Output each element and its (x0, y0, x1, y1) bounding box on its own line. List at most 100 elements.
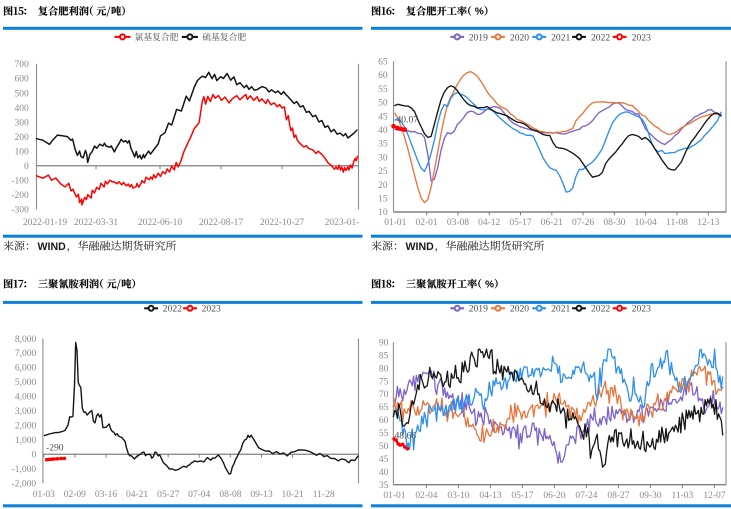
svg-text:50: 50 (378, 99, 388, 109)
svg-text:%: % (475, 7, 484, 18)
svg-text:2023: 2023 (632, 304, 651, 315)
svg-text:08-27: 08-27 (607, 491, 629, 501)
svg-text:11-08: 11-08 (666, 218, 688, 228)
svg-text:2023: 2023 (202, 304, 221, 315)
svg-text:1,000: 1,000 (15, 436, 37, 446)
svg-text:80: 80 (379, 364, 389, 374)
svg-text:10-04: 10-04 (635, 218, 657, 228)
svg-text:%: % (485, 280, 494, 291)
svg-text:2022-10-27: 2022-10-27 (260, 218, 305, 228)
svg-text:5,000: 5,000 (15, 378, 37, 388)
svg-text:75: 75 (379, 377, 389, 387)
svg-text:100: 100 (15, 147, 30, 157)
svg-text:08-30: 08-30 (603, 218, 625, 228)
svg-text:02-09: 02-09 (64, 490, 86, 500)
svg-text:7,000: 7,000 (15, 349, 37, 359)
svg-text:-300: -300 (11, 206, 29, 216)
svg-text:07-04: 07-04 (188, 490, 210, 500)
svg-text:09-13: 09-13 (250, 490, 272, 500)
svg-text:2,000: 2,000 (15, 422, 37, 432)
svg-text:15: 15 (378, 195, 388, 205)
svg-text:2022: 2022 (591, 304, 610, 315)
svg-text:35: 35 (379, 481, 389, 491)
svg-text:04-12: 04-12 (478, 218, 500, 228)
svg-text:2020: 2020 (510, 304, 529, 315)
svg-text:04-13: 04-13 (479, 491, 501, 501)
svg-text:4,000: 4,000 (15, 393, 37, 403)
svg-text:0: 0 (31, 450, 36, 460)
svg-text:-290: -290 (46, 443, 64, 454)
svg-text:-100: -100 (11, 177, 29, 187)
svg-text:200: 200 (15, 133, 30, 143)
svg-text:500: 500 (15, 89, 30, 99)
svg-text:-2,000: -2,000 (12, 479, 37, 489)
svg-text:3,000: 3,000 (15, 407, 37, 417)
svg-text:2019: 2019 (469, 32, 488, 43)
svg-text:55: 55 (378, 85, 388, 95)
svg-text:600: 600 (15, 75, 30, 85)
svg-text:01-01: 01-01 (383, 491, 405, 501)
svg-text:300: 300 (15, 118, 30, 128)
svg-text:2022-08-17: 2022-08-17 (199, 218, 244, 228)
svg-text:65: 65 (379, 403, 389, 413)
svg-text:04-21: 04-21 (126, 490, 148, 500)
svg-text:03-10: 03-10 (447, 491, 469, 501)
svg-text:60: 60 (379, 416, 389, 426)
svg-text:2022-01-19: 2022-01-19 (23, 218, 68, 228)
svg-text:2021: 2021 (551, 32, 570, 43)
svg-text:70: 70 (379, 390, 389, 400)
svg-text:35: 35 (378, 140, 388, 150)
svg-text:400: 400 (15, 104, 30, 114)
svg-text:40: 40 (379, 468, 389, 478)
svg-text:03-16: 03-16 (95, 490, 117, 500)
svg-text:01-03: 01-03 (33, 490, 55, 500)
svg-text:12-07: 12-07 (703, 491, 725, 501)
svg-text:65: 65 (378, 58, 388, 68)
svg-text:02-04: 02-04 (415, 491, 437, 501)
svg-text:WIND: WIND (406, 241, 435, 253)
svg-text:0: 0 (24, 162, 29, 172)
svg-text:45: 45 (379, 455, 389, 465)
svg-text:40.07: 40.07 (397, 114, 419, 125)
svg-text:2023: 2023 (632, 32, 651, 43)
svg-text:05-17: 05-17 (509, 218, 531, 228)
svg-text:60: 60 (378, 71, 388, 81)
svg-text:05-27: 05-27 (157, 490, 179, 500)
svg-text:03-08: 03-08 (447, 218, 469, 228)
svg-text:90: 90 (379, 338, 389, 348)
svg-text:09-30: 09-30 (639, 491, 661, 501)
svg-text:07-26: 07-26 (572, 218, 594, 228)
svg-text:05-17: 05-17 (511, 491, 533, 501)
svg-text:12-13: 12-13 (697, 218, 719, 228)
svg-text:700: 700 (15, 60, 30, 70)
svg-text:10-21: 10-21 (282, 490, 304, 500)
svg-text:85: 85 (379, 351, 389, 361)
svg-text:2019: 2019 (469, 304, 488, 315)
svg-text:55: 55 (379, 429, 389, 439)
svg-text:06-21: 06-21 (541, 218, 563, 228)
svg-text:2021: 2021 (551, 304, 570, 315)
svg-text:11-03: 11-03 (671, 491, 693, 501)
svg-text:WIND: WIND (38, 241, 67, 253)
svg-text:11-28: 11-28 (313, 490, 335, 500)
svg-text:10: 10 (378, 208, 388, 218)
svg-text:08-08: 08-08 (219, 490, 241, 500)
svg-text:-1,000: -1,000 (12, 465, 37, 475)
svg-text:40: 40 (378, 126, 388, 136)
svg-text:-200: -200 (11, 191, 29, 201)
svg-text:06-20: 06-20 (543, 491, 565, 501)
svg-text:2022: 2022 (591, 32, 610, 43)
svg-text:8,000: 8,000 (15, 335, 37, 345)
svg-text:07-24: 07-24 (575, 491, 597, 501)
svg-text:45: 45 (378, 112, 388, 122)
svg-text:2022: 2022 (163, 304, 182, 315)
svg-text:25: 25 (378, 167, 388, 177)
svg-text:2022-03-31: 2022-03-31 (74, 218, 119, 228)
svg-text:20: 20 (378, 181, 388, 191)
svg-text:50: 50 (379, 442, 389, 452)
svg-text:2022-06-10: 2022-06-10 (138, 218, 183, 228)
svg-text:6,000: 6,000 (15, 364, 37, 374)
svg-text:2023-01-: 2023-01- (325, 218, 360, 228)
svg-text:2020: 2020 (510, 32, 529, 43)
svg-text:30: 30 (378, 153, 388, 163)
